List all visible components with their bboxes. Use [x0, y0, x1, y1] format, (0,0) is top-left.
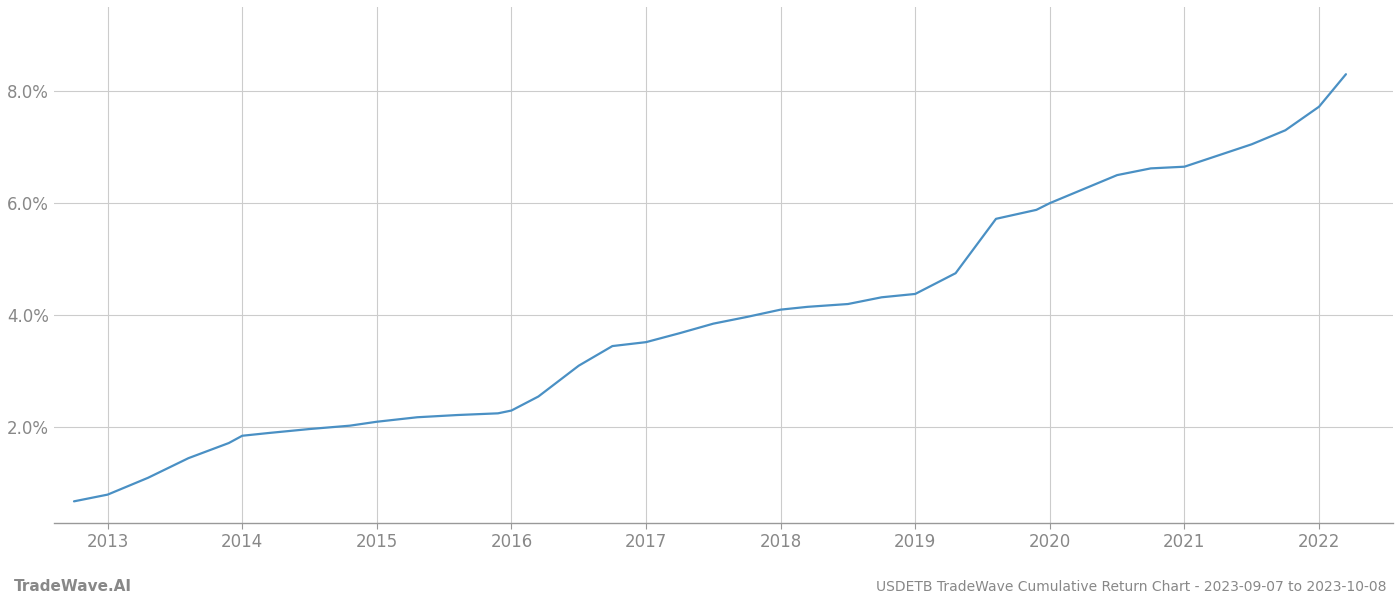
Text: USDETB TradeWave Cumulative Return Chart - 2023-09-07 to 2023-10-08: USDETB TradeWave Cumulative Return Chart…: [875, 580, 1386, 594]
Text: TradeWave.AI: TradeWave.AI: [14, 579, 132, 594]
